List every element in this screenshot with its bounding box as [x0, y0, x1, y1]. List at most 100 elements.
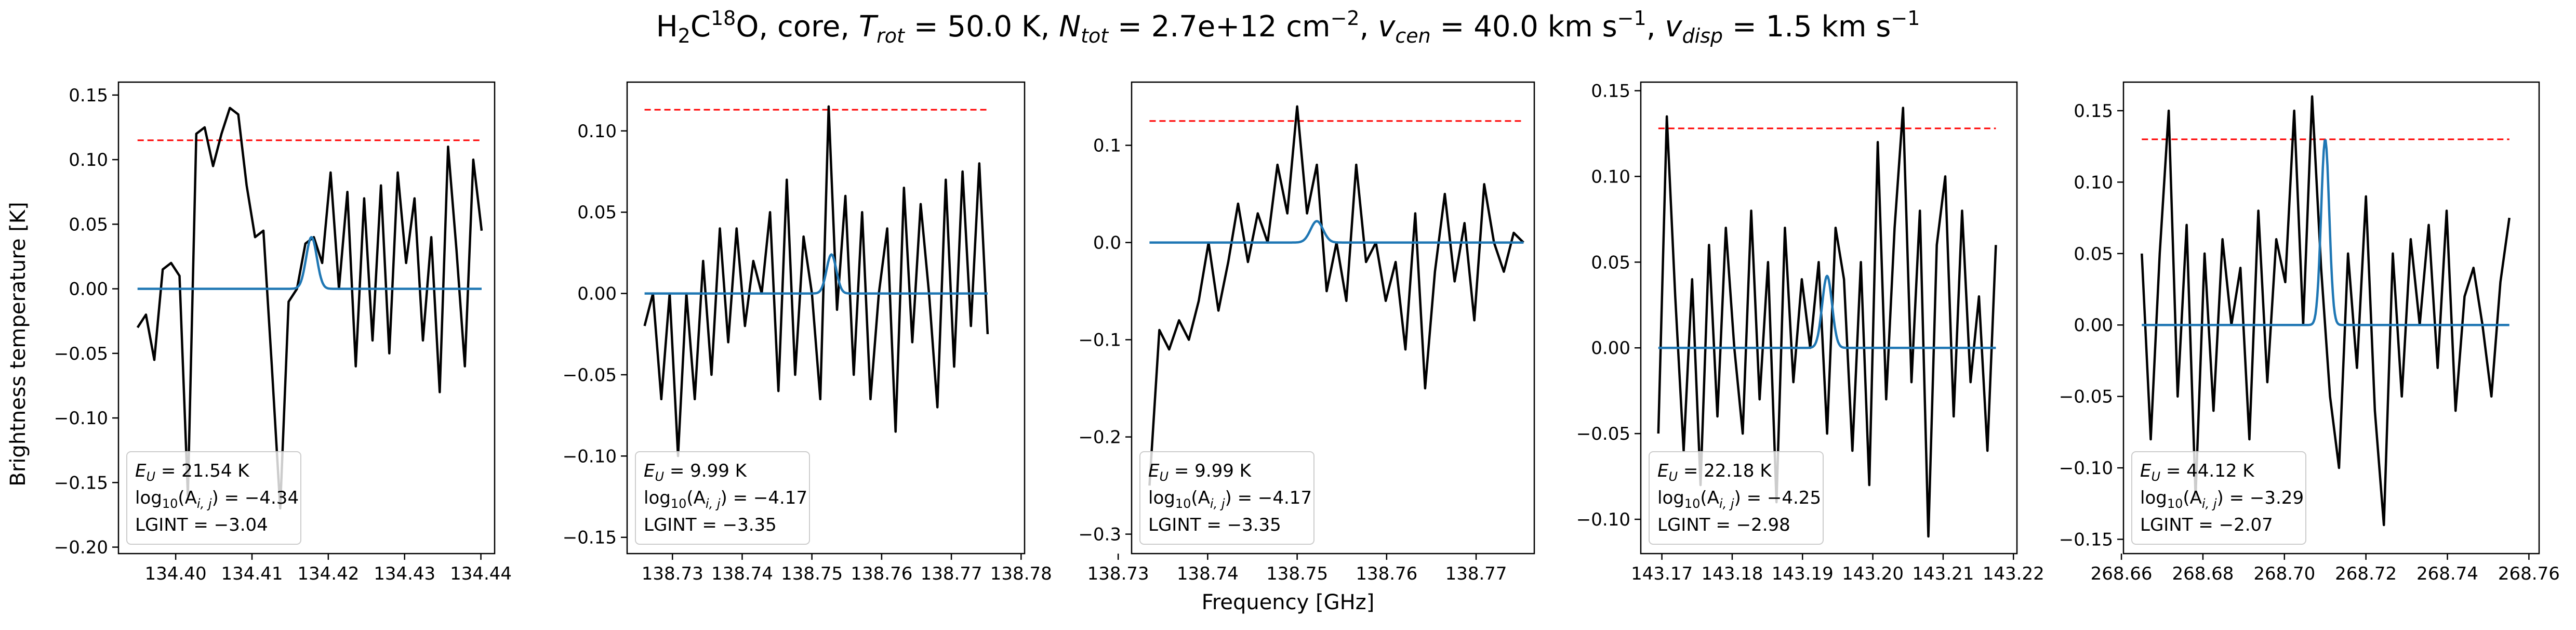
x-tick-label: 143.22	[1983, 563, 2044, 584]
y-tick-label: −0.10	[563, 446, 617, 467]
legend-lgint: LGINT = −3.35	[644, 515, 777, 535]
y-tick-label: 0.00	[2074, 315, 2113, 336]
y-tick-label: −0.05	[2059, 387, 2113, 408]
legend-lgint: LGINT = −3.35	[1148, 515, 1281, 535]
x-tick-label: 138.74	[1177, 563, 1239, 584]
x-tick-label: 138.76	[1356, 563, 1417, 584]
x-tick-label: 138.77	[921, 563, 982, 584]
y-tick-label: 0.05	[1591, 252, 1630, 273]
plot-area	[2141, 95, 2511, 527]
y-tick-label: 0.00	[577, 284, 617, 305]
y-tick-label: 0.15	[1591, 81, 1630, 101]
y-tick-label: 0.10	[69, 150, 108, 170]
x-tick-label: 138.74	[711, 563, 773, 584]
axes-frame	[2122, 81, 2540, 555]
panel-4: 143.17 143.18 143.19 143.20 143.21 143.22 −0.1…	[1576, 81, 2044, 584]
y-tick-label: 0.0	[1093, 233, 1121, 254]
legend-lgint: LGINT = −3.04	[135, 515, 268, 535]
x-tick-label: 138.75	[1266, 563, 1328, 584]
legend-energy: EU = 22.18 K	[1657, 461, 1772, 484]
observed-spectrum-line	[643, 105, 989, 457]
x-tick-label: 138.77	[1445, 563, 1507, 584]
model-spectrum-line	[1149, 220, 1524, 244]
y-tick-label: −0.05	[563, 365, 617, 386]
observed-spectrum-line	[2141, 95, 2511, 527]
x-tick-label: 138.78	[990, 563, 1052, 584]
legend-energy: EU = 44.12 K	[2140, 461, 2255, 484]
y-tick-label: −0.1	[1078, 330, 1121, 351]
x-tick-label: 138.76	[851, 563, 912, 584]
plot-area	[1148, 105, 1524, 486]
x-tick-label: 268.72	[2335, 563, 2397, 584]
plot-area	[1657, 107, 1997, 538]
x-tick-label: 268.68	[2172, 563, 2234, 584]
y-tick-label: −0.3	[1078, 524, 1121, 545]
y-tick-label: −0.15	[54, 472, 108, 493]
legend-einstein: log10(Ai, j) = −4.34	[135, 488, 299, 511]
y-tick-label: −0.15	[563, 528, 617, 548]
axes-frame	[1640, 81, 2018, 555]
axes-frame	[1131, 81, 1535, 555]
y-tick-label: −0.15	[2059, 530, 2113, 550]
x-tick-label: 138.75	[781, 563, 843, 584]
y-tick-label: −0.10	[1576, 509, 1630, 530]
y-tick-label: 0.05	[69, 214, 108, 235]
panel-3: 138.73 138.74 138.75 138.76 138.77 −0.3 −0.2 −0…	[1078, 81, 1535, 584]
y-tick-label: 0.10	[2074, 172, 2113, 193]
legend-energy: EU = 21.54 K	[135, 461, 250, 484]
axes-frame	[626, 81, 1026, 555]
legend-box	[126, 451, 301, 545]
y-tick-label: 0.15	[69, 85, 108, 106]
panel-1: 134.40 134.41 134.42 134.43 134.44 −0.20 −0.15…	[54, 81, 512, 584]
x-tick-label: 138.73	[1087, 563, 1149, 584]
legend-einstein: log10(Ai, j) = −4.17	[1148, 488, 1312, 511]
y-tick-label: 0.10	[1591, 166, 1630, 187]
legend-lgint: LGINT = −2.98	[1657, 515, 1790, 535]
x-tick-label: 143.20	[1842, 563, 1904, 584]
y-tick-label: −0.10	[2059, 458, 2113, 479]
y-tick-label: 0.05	[577, 202, 617, 223]
x-tick-label: 143.18	[1701, 563, 1763, 584]
axes-frame	[117, 81, 496, 555]
panel-5: 268.66 268.68 268.70 268.72 268.74 268.76 −0.1…	[2059, 81, 2560, 584]
y-tick-label: 0.05	[2074, 244, 2113, 265]
y-tick-label: −0.05	[1576, 424, 1630, 444]
y-tick-label: −0.20	[54, 537, 108, 558]
legend-einstein: log10(Ai, j) = −4.17	[644, 488, 807, 511]
legend-einstein: log10(Ai, j) = −3.29	[2140, 488, 2304, 511]
legend-energy: EU = 9.99 K	[1148, 461, 1252, 484]
model-spectrum-line	[137, 236, 482, 290]
y-tick-label: −0.05	[54, 344, 108, 364]
legend-einstein: log10(Ai, j) = −4.25	[1657, 488, 1821, 511]
x-tick-label: 143.21	[1912, 563, 1974, 584]
x-tick-label: 268.74	[2416, 563, 2478, 584]
y-axis-label: Brightness temperature [K]	[6, 202, 30, 486]
legend-energy: EU = 9.99 K	[644, 461, 748, 484]
legend-lgint: LGINT = −2.07	[2140, 515, 2273, 535]
x-tick-label: 134.40	[145, 563, 207, 584]
legend-box	[635, 451, 810, 545]
observed-spectrum-line	[1657, 107, 1997, 538]
y-tick-label: −0.10	[54, 408, 108, 429]
x-tick-label: 268.66	[2091, 563, 2153, 584]
x-tick-label: 143.19	[1772, 563, 1834, 584]
legend-box	[2131, 451, 2306, 545]
y-tick-label: 0.15	[2074, 101, 2113, 122]
x-tick-label: 134.43	[374, 563, 435, 584]
plot-area	[643, 105, 989, 457]
x-axis-label: Frequency [GHz]	[1202, 590, 1375, 614]
figure-title: H2C18O, core, Trot = 50.0 K, Ntot = 2.7e…	[656, 7, 1920, 47]
model-spectrum-line	[2141, 139, 2510, 326]
y-tick-label: 0.00	[1591, 338, 1630, 359]
model-spectrum-line	[644, 253, 988, 295]
x-tick-label: 268.76	[2498, 563, 2560, 584]
y-tick-label: 0.10	[577, 121, 617, 142]
y-tick-label: 0.00	[69, 279, 108, 300]
x-tick-label: 134.41	[221, 563, 283, 584]
y-tick-label: −0.2	[1078, 427, 1121, 448]
plot-area	[136, 107, 483, 510]
legend-box	[1649, 451, 1824, 545]
x-tick-label: 134.44	[450, 563, 512, 584]
x-tick-label: 138.73	[642, 563, 703, 584]
